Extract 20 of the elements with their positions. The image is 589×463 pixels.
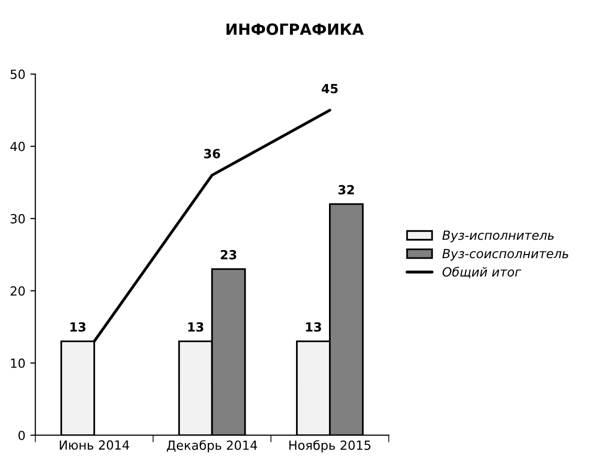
y-tick-label: 0 bbox=[18, 430, 25, 440]
data-label: 13 bbox=[188, 322, 204, 332]
legend-label: Вуз-исполнитель bbox=[442, 230, 554, 242]
data-label: 13 bbox=[306, 322, 322, 332]
data-label: 13 bbox=[70, 322, 86, 332]
data-label: 45 bbox=[322, 84, 338, 94]
x-tick-label: Июнь 2014 bbox=[60, 440, 130, 450]
data-label: 36 bbox=[204, 148, 220, 158]
chart-title: ИНФОГРАФИКА bbox=[226, 23, 364, 35]
y-tick-label: 20 bbox=[10, 286, 25, 296]
y-tick-label: 50 bbox=[10, 70, 25, 80]
legend-label: Общий итог bbox=[442, 266, 522, 278]
x-tick-label: Декабрь 2014 bbox=[166, 440, 258, 452]
y-tick-label: 40 bbox=[10, 142, 25, 152]
data-label: 23 bbox=[220, 250, 236, 260]
data-label: 32 bbox=[338, 184, 354, 194]
legend-label: Вуз-соисполнитель bbox=[442, 248, 568, 261]
y-tick-label: 10 bbox=[11, 358, 25, 368]
y-tick-label: 30 bbox=[10, 214, 25, 224]
x-tick-label: Ноябрь 2015 bbox=[289, 440, 370, 452]
